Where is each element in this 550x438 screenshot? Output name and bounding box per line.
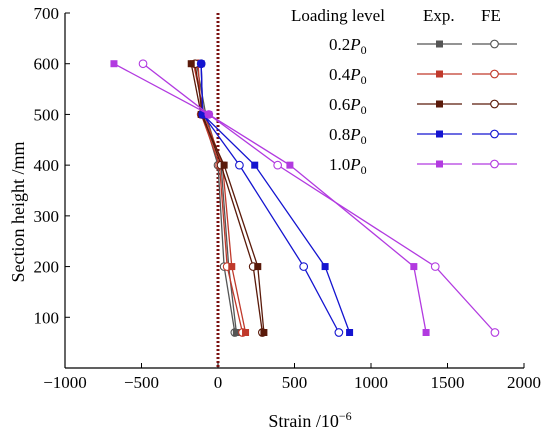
x-tick-label: 0 — [214, 373, 223, 392]
legend-marker-exp — [436, 70, 443, 78]
data-point-fe — [490, 328, 500, 337]
y-tick-label: 300 — [34, 207, 60, 226]
legend-label-0.6: 0.6P0 — [329, 95, 367, 117]
data-point-exp — [197, 60, 205, 68]
data-point-fe — [235, 160, 244, 170]
y-tick-label: 100 — [34, 308, 60, 327]
legend-label-1.0: 1.0P0 — [329, 155, 367, 177]
data-point-fe — [138, 59, 148, 69]
legend-label-0.2: 0.2P0 — [329, 35, 367, 57]
legend-marker-exp — [436, 160, 443, 168]
legend-marker-exp — [436, 100, 443, 108]
data-point-exp — [228, 263, 236, 271]
data-point-exp — [242, 329, 250, 336]
x-axis-title: Strain /10−6 — [268, 409, 351, 431]
data-point-exp — [205, 110, 213, 118]
data-point-fe — [299, 262, 309, 271]
data-point-exp — [260, 329, 268, 336]
series-line-exp-1.0 — [113, 63, 427, 333]
legend-marker-fe — [490, 69, 499, 79]
data-point-exp — [346, 329, 354, 336]
data-point-exp — [286, 161, 294, 169]
data-point-exp — [254, 263, 262, 271]
axes: −1000 −500 0 500 1000 1500 2000 100 200 300 400 500… — [34, 4, 542, 392]
x-axis-title-exponent: −6 — [339, 409, 352, 423]
legend-marker-fe — [490, 99, 499, 109]
legend-label-0.8: 0.8P0 — [329, 125, 367, 147]
legend: Loading level Exp. FE 0.2P0 0.4P0 0.6P0 0.8P0 1… — [291, 6, 517, 177]
data-point-exp — [321, 263, 329, 271]
x-tick-label: 1500 — [431, 373, 465, 392]
legend-marker-fe — [490, 129, 499, 139]
legend-header-exp: Exp. — [423, 6, 455, 25]
legend-marker-exp — [436, 40, 443, 48]
data-point-exp — [187, 60, 195, 68]
data-point-fe — [334, 328, 344, 337]
data-point-exp — [199, 110, 207, 118]
y-axis-title: Section height /mm — [8, 142, 28, 283]
x-tick-label: −500 — [124, 373, 159, 392]
x-tick-label: 2000 — [507, 373, 541, 392]
data-point-exp — [110, 60, 118, 68]
data-point-fe — [430, 262, 440, 271]
y-tick-label: 500 — [34, 105, 60, 124]
x-tick-label: 500 — [282, 373, 308, 392]
y-tick-label: 400 — [34, 156, 60, 175]
data-point-exp — [232, 329, 240, 336]
legend-marker-fe — [490, 39, 499, 49]
y-tick-label: 600 — [34, 55, 60, 74]
legend-header-fe: FE — [481, 6, 501, 25]
data-point-exp — [410, 263, 418, 271]
data-point-exp — [220, 161, 228, 169]
x-tick-label: 1000 — [354, 373, 388, 392]
x-tick-label: −1000 — [43, 373, 87, 392]
legend-label-0.4: 0.4P0 — [329, 65, 367, 87]
y-tick-label: 700 — [34, 4, 60, 23]
data-point-fe — [273, 160, 283, 170]
legend-marker-fe — [490, 159, 499, 169]
legend-header-group: Loading level — [291, 6, 385, 25]
data-point-exp — [251, 161, 259, 169]
data-point-exp — [422, 329, 430, 336]
y-tick-label: 200 — [34, 258, 60, 277]
legend-marker-exp — [436, 130, 443, 138]
series-group — [110, 59, 500, 337]
